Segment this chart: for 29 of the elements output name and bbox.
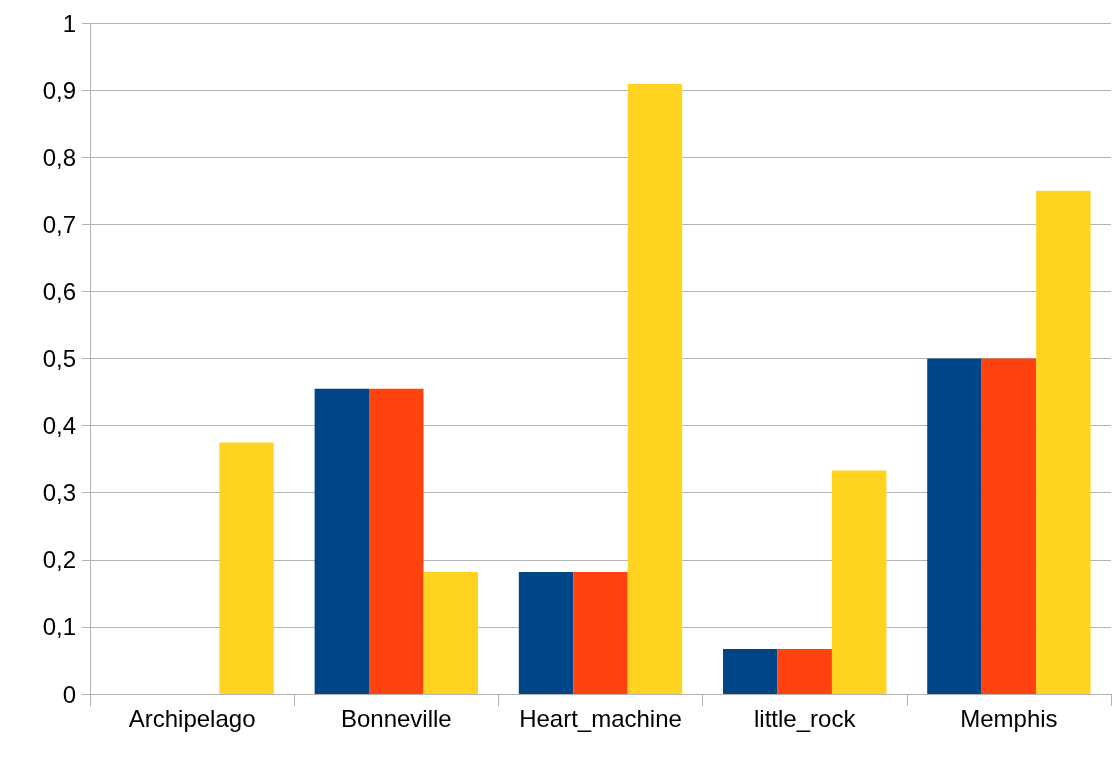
bar xyxy=(219,442,274,694)
bar xyxy=(981,358,1037,694)
bar xyxy=(627,84,683,694)
x-tick-label: Bonneville xyxy=(340,704,452,732)
y-tick-label: 0,9 xyxy=(42,76,76,104)
bar xyxy=(369,388,424,694)
bar xyxy=(927,358,982,694)
y-tick-label: 0,4 xyxy=(42,412,76,440)
y-tick-label: 0,6 xyxy=(42,277,76,305)
bar xyxy=(1036,190,1091,694)
bar xyxy=(518,571,574,694)
y-tick-label: 0,7 xyxy=(42,210,76,238)
bar xyxy=(573,571,628,694)
x-tick-label: Memphis xyxy=(960,704,1058,732)
y-tick-label: 0 xyxy=(62,680,76,708)
y-tick-label: 0,8 xyxy=(42,143,76,171)
bar xyxy=(314,388,370,694)
bar xyxy=(831,470,887,694)
x-tick-label: Heart_machine xyxy=(519,704,682,732)
y-tick-label: 0,1 xyxy=(42,613,76,641)
bar xyxy=(723,649,778,694)
bar xyxy=(777,649,832,694)
x-tick-label: little_rock xyxy=(754,704,857,732)
y-tick-label: 0,5 xyxy=(42,345,76,372)
y-tick-label: 0,3 xyxy=(42,479,76,507)
y-tick-label: 0,2 xyxy=(42,546,76,574)
bar xyxy=(423,571,478,694)
y-tick-label: 1 xyxy=(62,9,76,37)
x-tick-label: Archipelago xyxy=(128,704,256,732)
